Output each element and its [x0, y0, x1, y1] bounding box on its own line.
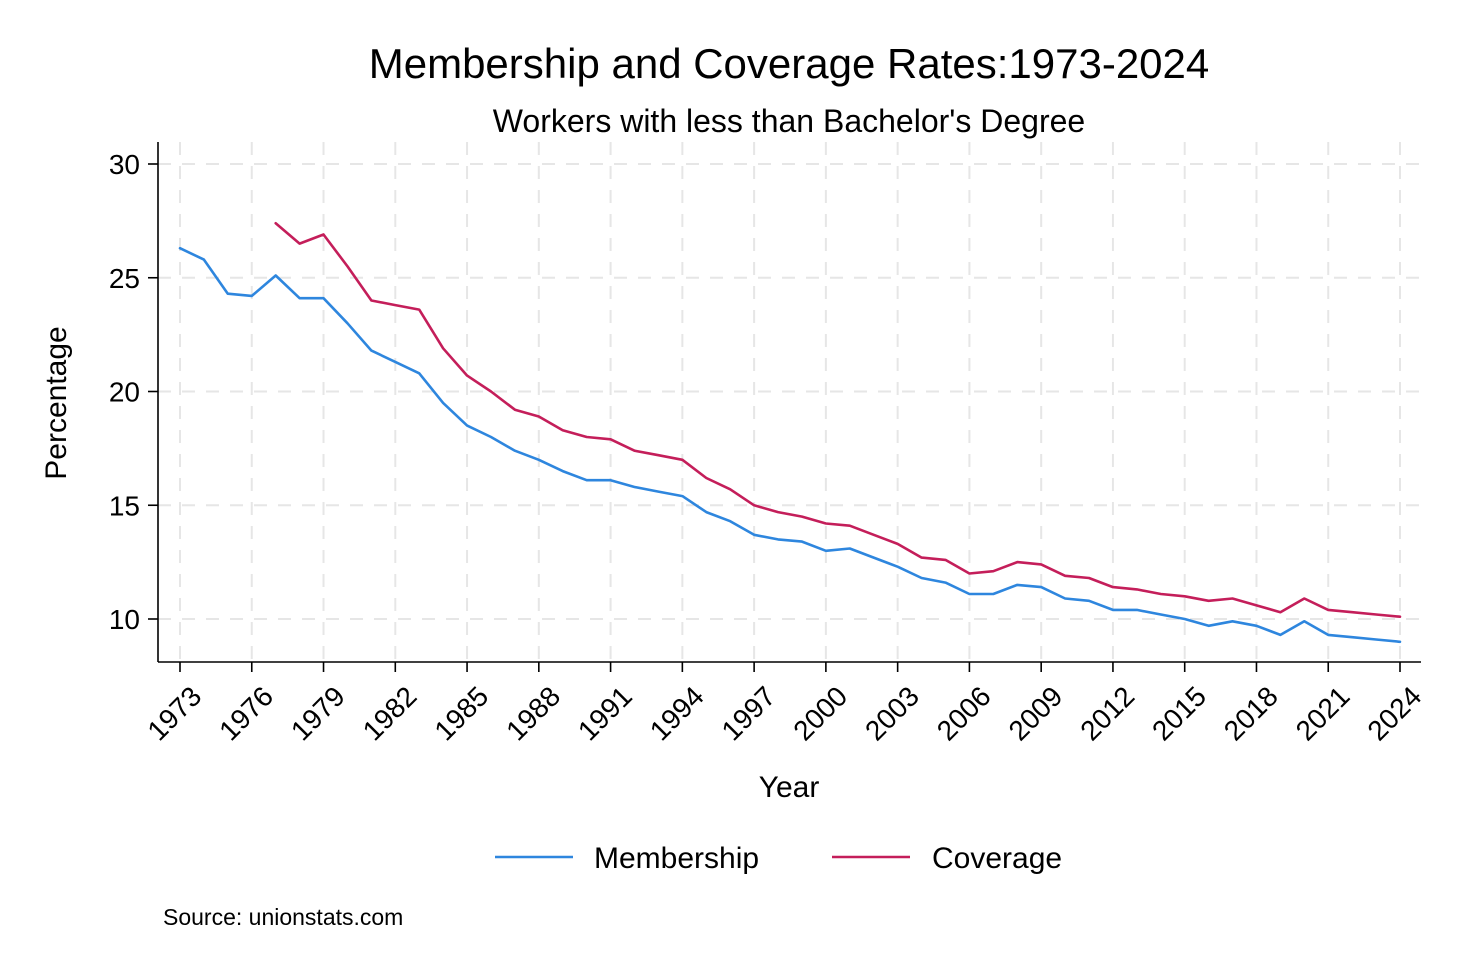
x-tick-label: 2018 [1218, 680, 1284, 746]
legend-label-coverage: Coverage [932, 842, 1062, 875]
x-axis-label: Year [759, 771, 820, 804]
x-tick-label: 1985 [428, 680, 494, 746]
x-tick-label: 1976 [213, 680, 279, 746]
y-axis-label: Percentage [40, 326, 73, 479]
x-tick-label: 1982 [357, 680, 423, 746]
x-tick-label: 2015 [1146, 680, 1212, 746]
y-tick-label: 15 [109, 490, 140, 521]
legend-label-membership: Membership [594, 842, 759, 875]
y-tick-label: 10 [109, 604, 140, 635]
x-tick-label: 2000 [787, 680, 853, 746]
x-axis-ticks: 1973 1976 1979 1982 1985 1988 1991 1994 1997 2000… [141, 662, 1427, 746]
series-layer [178, 221, 1402, 644]
series-line-membership [178, 246, 1402, 644]
chart-title: Membership and Coverage Rates:1973-2024 [369, 40, 1210, 87]
y-tick-label: 20 [109, 377, 140, 408]
x-tick-label: 2003 [859, 680, 925, 746]
source-note: Source: unionstats.com [163, 904, 403, 930]
x-tick-label: 1979 [285, 680, 351, 746]
x-tick-label: 1973 [141, 680, 207, 746]
y-tick-label: 25 [109, 263, 140, 294]
y-tick-label: 30 [109, 149, 140, 180]
chart-subtitle: Workers with less than Bachelor's Degree [493, 103, 1085, 139]
grid-lines [158, 142, 1421, 662]
legend: Membership Coverage [495, 842, 1062, 875]
x-tick-label: 2006 [931, 680, 997, 746]
x-tick-label: 2012 [1074, 680, 1140, 746]
x-tick-label: 1994 [644, 680, 710, 746]
x-tick-label: 1991 [572, 680, 638, 746]
x-tick-label: 2024 [1361, 680, 1427, 746]
series-line-coverage [274, 221, 1402, 619]
x-tick-label: 1997 [716, 680, 782, 746]
x-tick-label: 2009 [1003, 680, 1069, 746]
axes [157, 142, 1421, 663]
x-tick-label: 2021 [1290, 680, 1356, 746]
y-axis-ticks: 10 15 20 25 30 [109, 149, 158, 635]
x-tick-label: 1988 [500, 680, 566, 746]
